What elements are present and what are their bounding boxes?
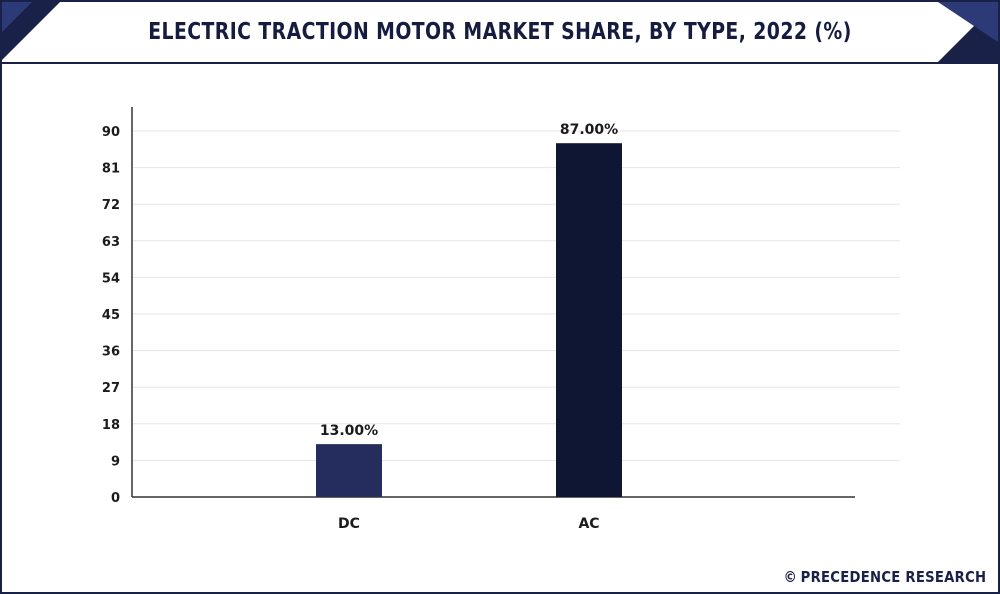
corner-decoration-left [2, 2, 60, 60]
x-axis-categories: DC AC [338, 516, 600, 532]
x-category-label-dc: DC [338, 516, 360, 532]
y-tick-label: 18 [102, 418, 120, 433]
y-tick-label: 90 [102, 125, 120, 140]
chart-title: ELECTRIC TRACTION MOTOR MARKET SHARE, BY… [148, 19, 852, 45]
y-tick-label: 81 [102, 162, 120, 177]
bar-ac [556, 143, 622, 497]
data-label-ac: 87.00% [560, 122, 618, 138]
y-tick-label: 36 [102, 345, 120, 360]
bar-dc [316, 444, 382, 497]
gridlines [132, 130, 900, 461]
y-tick-label: 63 [102, 235, 120, 250]
y-tick-label: 54 [102, 271, 120, 286]
y-axis-ticks: 0 9 18 27 36 45 54 63 72 81 90 [102, 125, 120, 506]
y-tick-label: 0 [111, 491, 120, 506]
chart-header: ELECTRIC TRACTION MOTOR MARKET SHARE, BY… [2, 2, 998, 64]
corner-decoration-right [938, 2, 998, 62]
brand-watermark: © PRECEDENCE RESEARCH [783, 568, 986, 586]
y-tick-label: 72 [102, 198, 120, 213]
axes [131, 107, 855, 498]
copyright-icon: © [783, 568, 797, 586]
y-tick-label: 45 [102, 308, 120, 323]
data-label-dc: 13.00% [320, 423, 378, 439]
y-tick-label: 9 [111, 454, 120, 469]
data-labels: 13.00% 87.00% [320, 122, 618, 439]
bars [316, 143, 622, 497]
y-tick-label: 27 [102, 381, 120, 396]
brand-name: PRECEDENCE RESEARCH [800, 568, 986, 586]
x-category-label-ac: AC [578, 516, 599, 532]
